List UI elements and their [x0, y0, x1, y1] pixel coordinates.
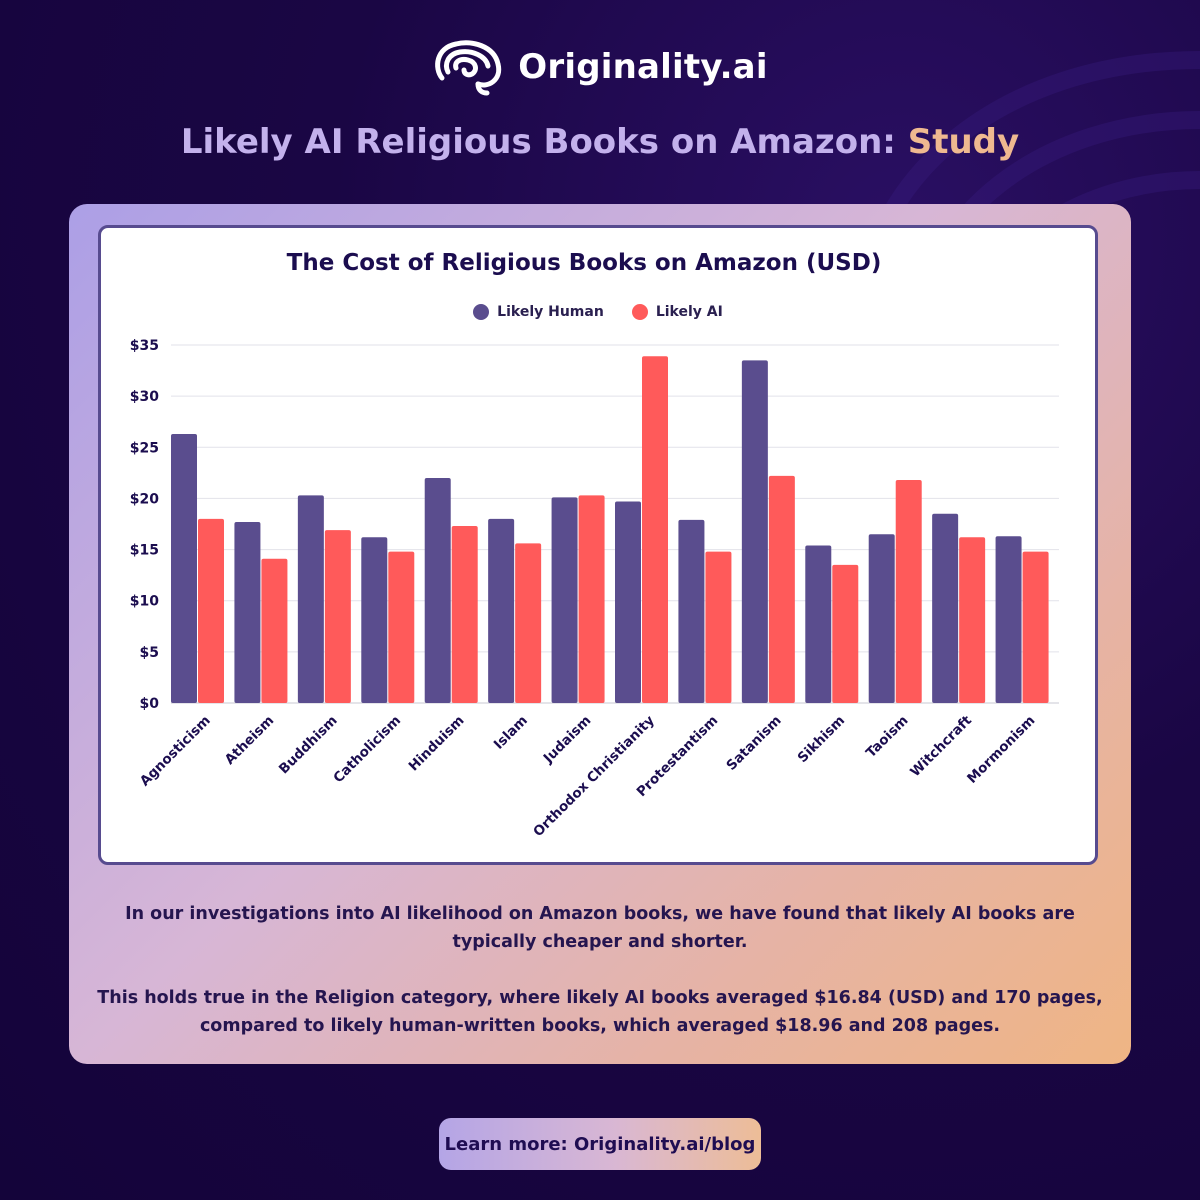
bar-likely-human: [361, 537, 388, 703]
bar-likely-human: [932, 513, 959, 703]
y-tick-label: $10: [130, 594, 159, 610]
legend-label-human: Likely Human: [497, 304, 604, 320]
page-headline: Likely AI Religious Books on Amazon: Stu…: [0, 122, 1200, 162]
x-tick-label: Hinduism: [406, 713, 468, 775]
bar-likely-ai: [642, 356, 668, 703]
y-tick-label: $15: [130, 543, 159, 559]
x-tick-label: Judaism: [540, 713, 595, 768]
y-tick-label: $0: [140, 696, 160, 712]
x-tick-label: Islam: [491, 713, 531, 753]
chart-title: The Cost of Religious Books on Amazon (U…: [286, 250, 882, 276]
legend-swatch-human: [473, 304, 490, 320]
bar-likely-ai: [578, 495, 605, 703]
y-axis-ticks: $0 $5 $10 $15 $20 $25 $30 $35: [130, 338, 159, 712]
bar-likely-ai: [832, 564, 859, 703]
bar-likely-ai: [959, 537, 986, 703]
x-tick-label: Mormonism: [964, 713, 1038, 787]
chart-card: $0 $5 $10 $15 $20 $25 $30 $35 Agnosticism Atheis…: [98, 225, 1098, 865]
y-tick-label: $30: [130, 389, 159, 405]
x-tick-label: Satanism: [723, 713, 784, 774]
x-tick-label: Witchcraft: [907, 712, 975, 780]
bar-likely-human: [678, 519, 705, 703]
bar-likely-ai: [895, 480, 922, 703]
bar-likely-human: [297, 495, 324, 703]
bar-likely-ai: [705, 551, 732, 703]
content-panel: $0 $5 $10 $15 $20 $25 $30 $35 Agnosticism Atheis…: [69, 204, 1131, 1064]
x-tick-label: Agnosticism: [137, 713, 214, 790]
bar-likely-human: [741, 360, 768, 703]
bar-likely-ai: [515, 543, 542, 703]
bar-likely-human: [995, 536, 1022, 703]
legend-item-human: Likely Human: [473, 304, 604, 320]
y-tick-label: $5: [140, 645, 159, 661]
learn-more-button[interactable]: Learn more: Originality.ai/blog: [439, 1118, 761, 1170]
x-tick-label: Buddhism: [276, 713, 341, 778]
bar-likely-human: [805, 545, 832, 703]
bar-likely-human: [424, 477, 451, 703]
headline-accent: Study: [907, 122, 1020, 162]
legend-label-ai: Likely AI: [655, 304, 723, 320]
bar-likely-human: [868, 534, 895, 703]
description: In our investigations into AI likelihood…: [89, 900, 1111, 1068]
description-paragraph-1: In our investigations into AI likelihood…: [125, 904, 1075, 952]
bar-likely-ai: [198, 518, 224, 703]
x-tick-label: Catholicism: [330, 713, 404, 787]
brain-icon: [435, 40, 502, 96]
bar-likely-human: [171, 433, 197, 703]
y-tick-label: $35: [130, 338, 159, 354]
legend-swatch-ai: [631, 304, 648, 320]
bar-likely-ai: [768, 475, 795, 703]
bar-likely-human: [551, 497, 578, 703]
bar-likely-human: [488, 518, 515, 703]
bar-likely-ai: [388, 551, 415, 703]
legend-item-ai: Likely AI: [631, 304, 723, 320]
bar-likely-ai: [324, 530, 351, 703]
bar-likely-human: [615, 501, 641, 703]
x-tick-label: Taoism: [863, 713, 912, 762]
x-tick-label: Atheism: [222, 713, 277, 768]
bar-likely-ai: [451, 526, 478, 703]
bar-series: [171, 356, 1049, 703]
description-paragraph-2: This holds true in the Religion category…: [97, 988, 1103, 1036]
x-tick-label: Sikhism: [795, 713, 849, 767]
bar-chart: $0 $5 $10 $15 $20 $25 $30 $35 Agnosticism Atheis…: [130, 338, 1059, 840]
bar-likely-ai: [1022, 551, 1049, 703]
brand-header: Originality.ai: [0, 38, 1200, 96]
bar-likely-ai: [261, 558, 288, 703]
y-tick-label: $20: [130, 491, 159, 507]
headline-main: Likely AI Religious Books on Amazon:: [180, 122, 908, 162]
chart-legend: Likely Human Likely AI: [101, 304, 1095, 320]
brand-name: Originality.ai: [518, 47, 768, 87]
bar-likely-human: [234, 521, 261, 703]
y-tick-label: $25: [130, 440, 159, 456]
x-tick-label: Orthodox Christianity: [530, 712, 658, 840]
